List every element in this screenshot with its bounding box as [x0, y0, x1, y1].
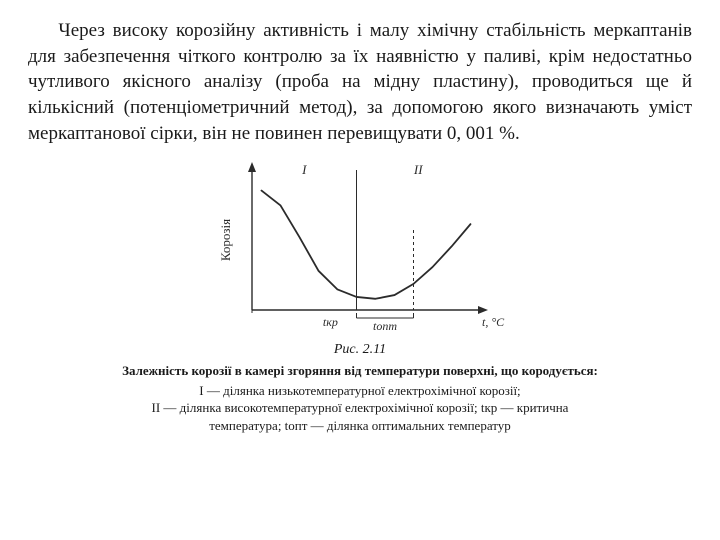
svg-text:II: II — [413, 162, 423, 177]
corrosion-graph: IIItкрtоптКорозіяt, °C — [210, 156, 510, 336]
figure-label: Рис. 2.11 — [334, 342, 386, 358]
caption-line-3: температура; tопт — ділянка оптимальних … — [122, 417, 598, 435]
caption-line-2: II — ділянка високотемпературної електро… — [122, 399, 598, 417]
svg-text:tкр: tкр — [323, 315, 338, 329]
caption-title: Залежність корозії в камері згоряння від… — [122, 362, 598, 380]
caption-line-1: I — ділянка низькотемпературної електрох… — [122, 382, 598, 400]
svg-text:t, °C: t, °C — [482, 315, 505, 329]
body-paragraph: Через високу корозійну активність і малу… — [28, 18, 692, 146]
svg-text:I: I — [301, 162, 307, 177]
svg-text:tопт: tопт — [373, 319, 397, 333]
figure-block: IIItкрtоптКорозіяt, °C Рис. 2.11 Залежні… — [28, 156, 692, 434]
figure-caption: Залежність корозії в камері згоряння від… — [122, 362, 598, 434]
svg-text:Корозія: Корозія — [218, 219, 233, 261]
